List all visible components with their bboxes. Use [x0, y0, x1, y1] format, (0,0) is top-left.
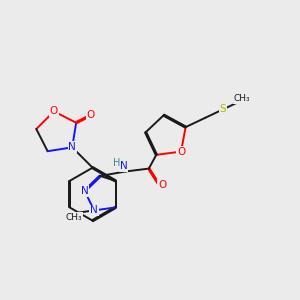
Text: O: O [86, 110, 95, 120]
Text: CH₃: CH₃ [65, 213, 82, 222]
Text: O: O [177, 147, 185, 157]
Text: S: S [220, 104, 226, 114]
Text: CH₃: CH₃ [233, 94, 250, 103]
Text: N: N [90, 206, 98, 215]
Text: N: N [120, 161, 128, 171]
Text: N: N [81, 186, 88, 196]
Text: O: O [158, 180, 166, 190]
Text: H: H [113, 158, 121, 168]
Text: N: N [68, 142, 76, 152]
Text: O: O [50, 106, 58, 116]
